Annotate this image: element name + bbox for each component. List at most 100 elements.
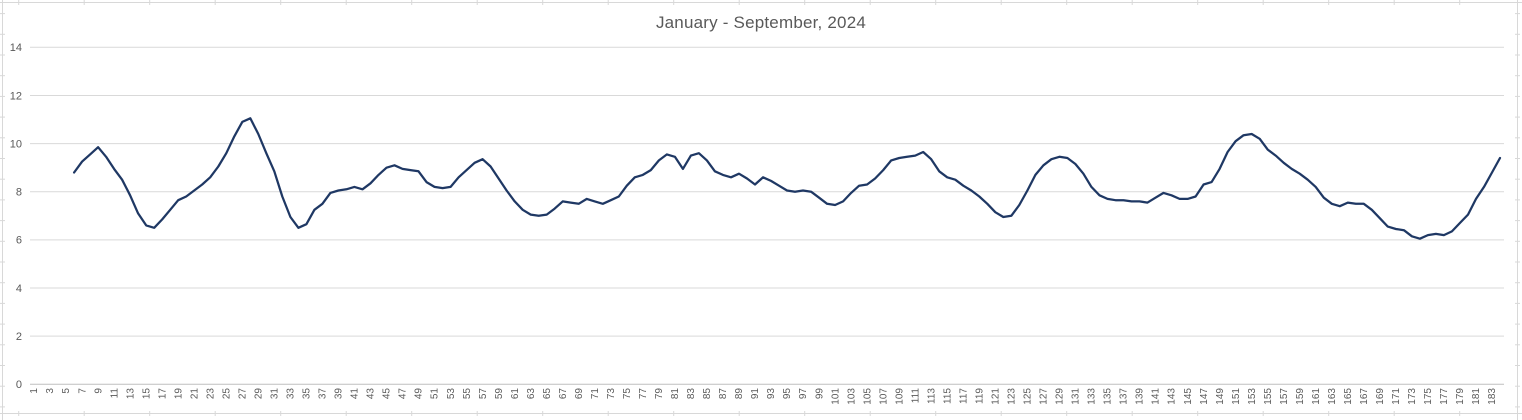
y-tick-label: 10: [10, 138, 22, 150]
y-tick-label: 6: [16, 235, 22, 247]
x-tick-label: 125: [1023, 388, 1034, 405]
x-tick-label: 183: [1487, 388, 1498, 405]
x-tick-label: 13: [125, 388, 136, 400]
x-tick-label: 99: [814, 388, 825, 400]
x-tick-label: 49: [414, 388, 425, 400]
x-tick-label: 179: [1455, 388, 1466, 405]
x-tick-label: 5: [61, 388, 72, 394]
x-tick-label: 161: [1311, 388, 1322, 405]
x-tick-label: 163: [1327, 388, 1338, 405]
x-tick-label: 7: [77, 388, 88, 394]
x-tick-label: 165: [1343, 388, 1354, 405]
x-tick-label: 65: [542, 388, 553, 400]
x-tick-label: 153: [1247, 388, 1258, 405]
gridlines: [30, 46, 1504, 385]
x-tick-label: 61: [510, 388, 521, 400]
x-tick-label: 89: [734, 388, 745, 400]
x-tick-label: 25: [221, 388, 232, 400]
x-tick-label: 53: [446, 388, 457, 400]
x-tick-label: 149: [1215, 388, 1226, 405]
x-tick-label: 43: [366, 388, 377, 400]
x-tick-label: 31: [270, 388, 281, 400]
x-tick-label: 85: [702, 388, 713, 400]
x-tick-label: 111: [910, 388, 921, 404]
x-tick-label: 87: [718, 388, 729, 400]
x-tick-label: 151: [1231, 388, 1242, 405]
x-tick-label: 21: [189, 388, 200, 400]
chart-title: January - September, 2024: [655, 13, 867, 32]
x-tick-label: 155: [1263, 388, 1274, 405]
x-tick-label: 19: [173, 388, 184, 400]
x-tick-label: 141: [1151, 388, 1162, 405]
x-tick-label: 57: [478, 388, 489, 400]
x-tick-label: 117: [958, 388, 969, 404]
x-tick-label: 133: [1087, 388, 1098, 405]
x-tick-label: 139: [1135, 388, 1146, 405]
x-tick-label: 177: [1439, 388, 1450, 405]
x-tick-label: 29: [254, 388, 265, 400]
x-tick-label: 81: [670, 388, 681, 400]
y-tick-label: 8: [16, 187, 22, 199]
x-tick-label: 47: [398, 388, 409, 400]
x-tick-label: 9: [93, 388, 104, 394]
x-tick-label: 119: [974, 388, 985, 404]
x-tick-label: 37: [318, 388, 329, 400]
x-tick-label: 157: [1279, 388, 1290, 405]
x-tick-label: 95: [782, 388, 793, 400]
x-tick-label: 15: [141, 388, 152, 400]
x-tick-label: 17: [157, 388, 168, 400]
x-tick-label: 45: [382, 388, 393, 400]
x-tick-label: 73: [606, 388, 617, 400]
x-tick-label: 93: [766, 388, 777, 400]
x-tick-label: 181: [1471, 388, 1482, 405]
x-tick-label: 67: [558, 388, 569, 400]
x-tick-label: 131: [1071, 388, 1082, 405]
x-tick-label: 127: [1039, 388, 1050, 405]
y-axis-labels: 0 2 4 6 8 10 12 14: [10, 42, 22, 391]
x-tick-label: 113: [926, 388, 937, 404]
x-tick-label: 145: [1183, 388, 1194, 405]
y-tick-label: 2: [16, 331, 22, 343]
x-tick-label: 137: [1119, 388, 1130, 405]
y-tick-label: 0: [16, 379, 22, 391]
x-tick-label: 101: [830, 388, 841, 405]
x-tick-label: 23: [205, 388, 216, 400]
x-tick-label: 143: [1167, 388, 1178, 405]
x-tick-label: 109: [894, 388, 905, 405]
x-tick-label: 107: [878, 388, 889, 405]
x-tick-label: 105: [862, 388, 873, 405]
x-tick-label: 123: [1007, 388, 1018, 405]
x-tick-label: 159: [1295, 388, 1306, 405]
x-tick-label: 79: [654, 388, 665, 400]
x-tick-label: 83: [686, 388, 697, 400]
x-tick-label: 69: [574, 388, 585, 400]
x-tick-label: 33: [286, 388, 297, 400]
x-tick-label: 171: [1391, 388, 1402, 405]
x-tick-label: 41: [350, 388, 361, 400]
x-tick-label: 51: [430, 388, 441, 400]
data-series-line: [72, 117, 1502, 240]
x-tick-label: 77: [638, 388, 649, 400]
x-tick-label: 167: [1359, 388, 1370, 405]
x-tick-label: 173: [1407, 388, 1418, 405]
x-tick-label: 39: [334, 388, 345, 400]
x-tick-label: 97: [798, 388, 809, 400]
x-tick-label: 121: [991, 388, 1002, 405]
x-tick-label: 71: [590, 388, 601, 400]
x-tick-label: 63: [526, 388, 537, 400]
x-tick-label: 169: [1375, 388, 1386, 405]
x-tick-label: 11: [109, 388, 120, 399]
x-tick-label: 175: [1423, 388, 1434, 405]
x-tick-label: 75: [622, 388, 633, 400]
x-axis-labels: 1 3 5 7 9 11 13 15 17 19 21 23 25 27 29 31 33 35 37 39 41 43 4…: [29, 388, 1498, 405]
x-tick-label: 129: [1055, 388, 1066, 405]
x-tick-label: 115: [942, 388, 953, 404]
x-tick-label: 135: [1103, 388, 1114, 405]
x-tick-label: 91: [750, 388, 761, 400]
x-tick-label: 1: [29, 388, 40, 394]
x-tick-label: 55: [462, 388, 473, 400]
x-tick-label: 59: [494, 388, 505, 400]
